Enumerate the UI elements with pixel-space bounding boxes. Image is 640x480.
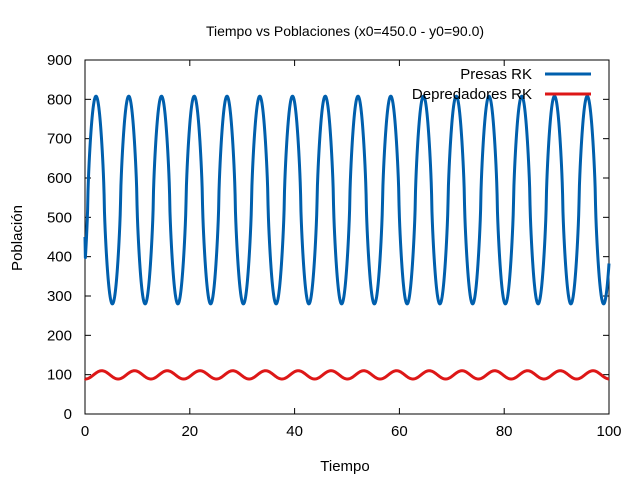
- legend-label: Presas RK: [460, 66, 532, 83]
- x-tick-label: 0: [81, 423, 89, 440]
- y-tick-label: 0: [64, 406, 72, 423]
- series-layer: [83, 94, 611, 381]
- x-tick-label: 80: [496, 423, 513, 440]
- y-tick-label: 300: [47, 288, 72, 305]
- y-tick-label: 800: [47, 91, 72, 108]
- y-axis-label: Población: [9, 205, 26, 271]
- y-tick-label: 100: [47, 367, 72, 384]
- x-tick-label: 40: [286, 423, 303, 440]
- y-tick-label: 700: [47, 131, 72, 148]
- y-tick-label: 500: [47, 209, 72, 226]
- series-line-depredadores: [83, 369, 611, 381]
- chart-title: Tiempo vs Poblaciones (x0=450.0 - y0=90.…: [206, 23, 484, 39]
- x-tick-label: 100: [596, 423, 621, 440]
- y-tick-label: 900: [47, 52, 72, 69]
- y-tick-label: 200: [47, 327, 72, 344]
- x-tick-label: 60: [391, 423, 408, 440]
- y-tick-label: 400: [47, 249, 72, 266]
- y-tick-label: 600: [47, 170, 72, 187]
- legend-label: Depredadores RK: [412, 86, 532, 103]
- series-line-presas: [83, 94, 611, 306]
- legend: Presas RK Depredadores RK: [412, 66, 591, 103]
- x-tick-label: 20: [181, 423, 198, 440]
- x-axis-label: Tiempo: [320, 458, 369, 475]
- axes: 0 20 40 60 80 100 0 100 200 300 400 500 600 700 800 900: [47, 52, 622, 440]
